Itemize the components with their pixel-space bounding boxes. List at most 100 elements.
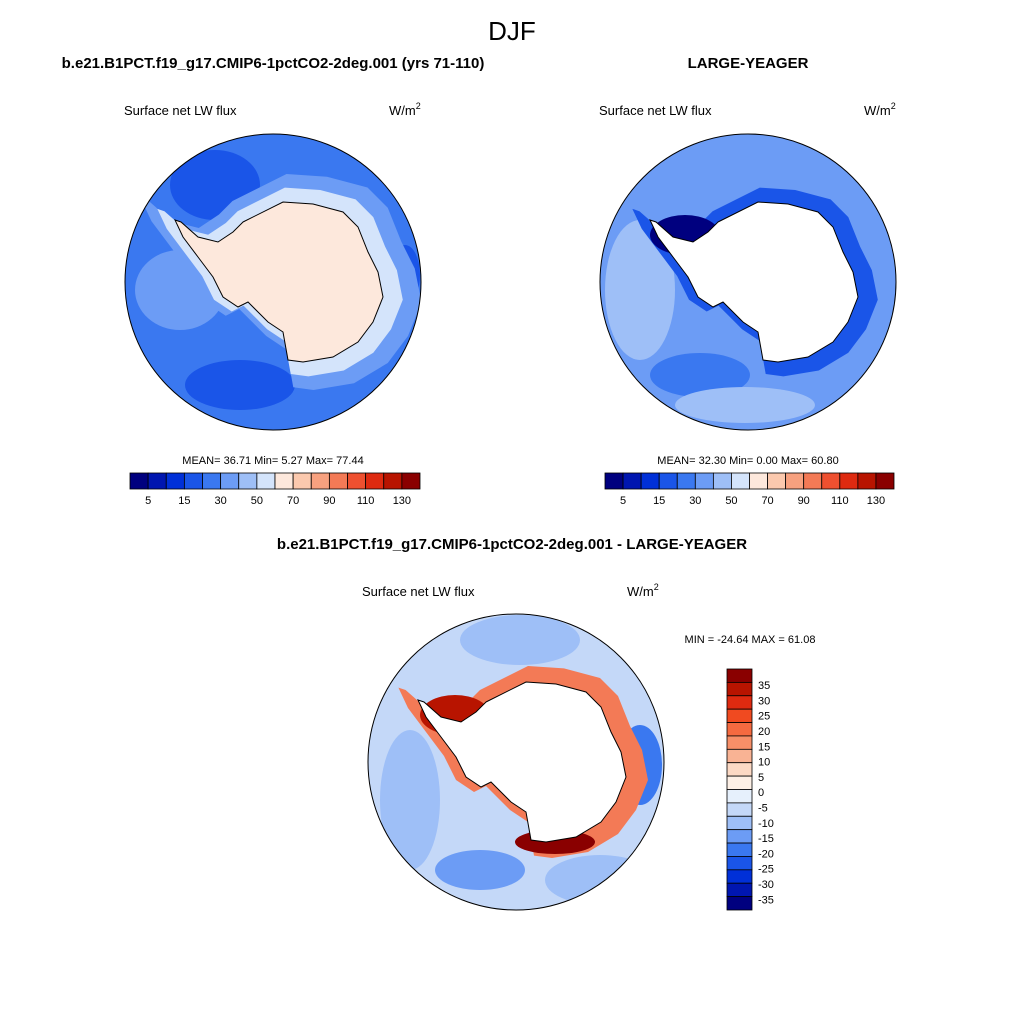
colorbar: 5 15 30 50 70 90 110 130 <box>604 472 895 507</box>
panel-title: b.e21.B1PCT.f19_g17.CMIP6-1pctCO2-2deg.0… <box>62 55 485 72</box>
colorbar-box <box>726 762 753 777</box>
colorbar-box <box>147 472 167 490</box>
variable-label: Surface net LW flux <box>599 103 712 118</box>
colorbar-box <box>726 829 753 844</box>
stats: MEAN= 36.71 Min= 5.27 Max= 77.44 <box>182 455 363 467</box>
colorbar-box <box>726 775 753 790</box>
colorbar-box <box>857 472 877 490</box>
colorbar-label: 110 <box>831 495 849 507</box>
colorbar-label: -20 <box>758 848 774 860</box>
colorbar-box <box>726 722 753 737</box>
colorbar-box <box>292 472 312 490</box>
units: W/m <box>389 103 416 118</box>
colorbar-box <box>726 789 753 804</box>
colorbar-box <box>712 472 732 490</box>
colorbar-label: 130 <box>393 495 411 507</box>
colorbar-box <box>694 472 714 490</box>
panel-title: b.e21.B1PCT.f19_g17.CMIP6-1pctCO2-2deg.0… <box>277 536 747 553</box>
colorbar-label: 70 <box>761 495 773 507</box>
colorbar-box <box>365 472 385 490</box>
colorbar-label: 5 <box>145 495 151 507</box>
colorbar-box <box>274 472 294 490</box>
colorbar-box <box>238 472 258 490</box>
colorbar-box <box>726 695 753 710</box>
colorbar-label: 25 <box>758 711 770 723</box>
colorbar-box <box>256 472 276 490</box>
stats: MEAN= 32.30 Min= 0.00 Max= 60.80 <box>657 455 838 467</box>
colorbar-label: 5 <box>620 495 626 507</box>
stat-value: 32.30 <box>699 455 727 467</box>
colorbar-box <box>726 882 753 898</box>
colorbar-label: 90 <box>798 495 810 507</box>
colorbar-label: 30 <box>758 695 770 707</box>
stat-value: -24.64 <box>717 634 748 646</box>
colorbar-box <box>347 472 367 490</box>
colorbar-box <box>220 472 240 490</box>
variable-label: Surface net LW flux <box>124 103 237 118</box>
colorbar-label: -25 <box>758 864 774 876</box>
units-label: W/m2 <box>389 101 421 118</box>
colorbar-label: 110 <box>357 495 375 507</box>
colorbar-label: 130 <box>867 495 885 507</box>
colorbar-box <box>165 472 185 490</box>
colorbar-box <box>183 472 203 490</box>
units-label: W/m2 <box>864 101 896 118</box>
variable-label: Surface net LW flux <box>362 584 475 599</box>
map-border <box>599 133 897 431</box>
colorbar-box <box>726 896 753 911</box>
colorbar-label: 10 <box>758 757 770 769</box>
stats: MIN = -24.64 MAX = 61.08 <box>685 634 816 646</box>
stat-value: 61.08 <box>788 634 816 646</box>
stat-label: MIN = <box>685 634 715 646</box>
colorbar-box <box>604 472 624 490</box>
map-border <box>367 613 665 911</box>
colorbar-label: 20 <box>758 726 770 738</box>
colorbar-box <box>328 472 348 490</box>
colorbar-label: 30 <box>689 495 701 507</box>
stat-label: Min= <box>729 455 753 467</box>
colorbar-box <box>401 472 421 490</box>
colorbar-box <box>749 472 768 490</box>
colorbar-box <box>731 472 750 490</box>
stat-label: Min= <box>254 455 278 467</box>
colorbar-label: 5 <box>758 772 764 784</box>
stat-value: 60.80 <box>811 455 839 467</box>
map <box>368 614 664 910</box>
stat-label: MAX = <box>752 634 785 646</box>
colorbar-box <box>726 856 753 871</box>
colorbar-box <box>726 681 753 697</box>
colorbar-label: 70 <box>287 495 299 507</box>
colorbar-box <box>658 472 678 490</box>
map <box>600 134 896 430</box>
colorbar-box <box>726 735 753 750</box>
colorbar-label: -15 <box>758 833 774 845</box>
colorbar-box <box>726 869 753 884</box>
colorbar-label: 0 <box>758 787 764 799</box>
colorbar-box <box>767 472 787 490</box>
colorbar-box <box>839 472 859 490</box>
units-exponent: 2 <box>416 101 421 111</box>
stat-label: Max= <box>781 455 808 467</box>
stat-label: MEAN= <box>657 455 695 467</box>
colorbar: 35 30 25 20 15 10 5 0 -5 -10 -15 -20 -25 -30 -35 <box>726 668 774 911</box>
colorbar-label: -35 <box>758 894 774 906</box>
colorbar-box <box>726 802 753 817</box>
colorbar-box <box>726 842 753 857</box>
colorbar-box <box>803 472 823 490</box>
colorbar-label: -30 <box>758 879 774 891</box>
colorbar-label: -5 <box>758 802 768 814</box>
stat-value: 0.00 <box>756 455 777 467</box>
colorbar-box <box>726 708 753 723</box>
colorbar-box <box>726 748 753 764</box>
units: W/m <box>864 103 891 118</box>
map <box>125 134 421 430</box>
colorbar-label: 15 <box>178 495 190 507</box>
colorbar-box <box>383 472 403 490</box>
panel-title: LARGE-YEAGER <box>688 55 809 72</box>
colorbar-box <box>875 472 895 490</box>
units-exponent: 2 <box>654 582 659 592</box>
colorbar-box <box>202 472 222 490</box>
units-label: W/m2 <box>627 582 659 599</box>
stat-value: 36.71 <box>224 455 252 467</box>
colorbar-label: 50 <box>251 495 263 507</box>
